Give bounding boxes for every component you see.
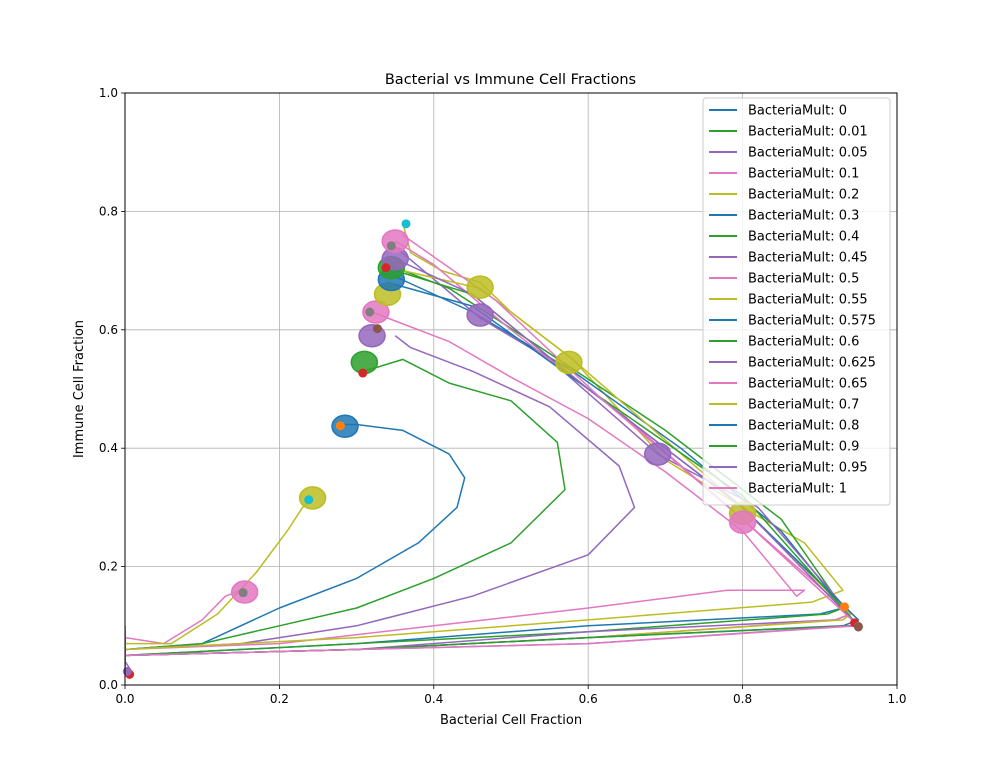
legend-label: BacteriaMult: 0.6 [748,335,859,350]
y-axis-ticks: 0.0 0.2 0.4 0.6 0.8 1.0 [99,86,125,692]
legend-label: BacteriaMult: 0.2 [748,188,859,203]
y-tick-label: 0.8 [99,204,118,218]
series-line-5 [125,423,466,651]
legend-label: BacteriaMult: 0.9 [748,440,859,455]
series-line-18 [125,234,860,657]
legend-label: BacteriaMult: 0.45 [748,251,868,266]
endpoint-marker-1 [304,495,314,505]
plot-frame [124,92,898,686]
series-line-3 [125,589,242,645]
legend-label: BacteriaMult: 0.95 [748,461,868,476]
cluster-13 [555,350,583,375]
legend-box [702,97,891,506]
legend-label: BacteriaMult: 0.4 [748,230,859,245]
series-layer [125,223,860,674]
legend-label: BacteriaMult: 0.1 [748,167,859,182]
endpoint-marker-6 [386,241,396,251]
x-tick-label: 0.8 [733,692,752,706]
legend-label: BacteriaMult: 0.65 [748,377,868,392]
legend-label: BacteriaMult: 0.55 [748,293,868,308]
y-tick-label: 0.2 [99,560,118,574]
cluster-layer [230,229,757,604]
chart-title: Bacterial vs Immune Cell Fractions [385,72,636,88]
cluster-2 [331,414,359,439]
series-line-4 [125,500,311,645]
y-tick-label: 0.0 [99,678,118,692]
endpoint-marker-2 [335,421,345,431]
endpoint-marker-8 [381,263,391,273]
cluster-11 [466,275,494,299]
y-tick-label: 0.6 [99,323,118,337]
legend-label: BacteriaMult: 0.625 [748,356,876,371]
legend-label: BacteriaMult: 0.575 [748,314,876,329]
series-line-12 [125,246,852,657]
endpoint-marker-5 [365,307,375,317]
cluster-5 [362,300,390,324]
legend-label: BacteriaMult: 1 [748,482,847,497]
cluster-14 [643,442,672,466]
endpoint-marker-3 [358,368,368,378]
y-tick-label: 0.4 [99,441,118,455]
y-axis-label: Immune Cell Fraction [72,320,87,458]
cluster-10 [381,229,409,253]
endpoint-marker-0 [238,588,248,598]
x-axis-ticks: 0.0 0.2 0.4 0.6 0.8 1.0 [115,685,907,706]
legend-label: BacteriaMult: 0.3 [748,209,859,224]
legend-label: BacteriaMult: 0.05 [748,146,868,161]
x-tick-label: 0.0 [115,692,134,706]
series-line-6 [125,358,566,651]
x-tick-label: 1.0 [887,692,906,706]
y-tick-label: 1.0 [99,86,118,100]
series-line-7 [125,335,636,651]
x-axis-label: Bacterial Cell Fraction [440,713,582,728]
legend-label: BacteriaMult: 0 [748,104,847,119]
x-tick-label: 0.2 [270,692,289,706]
endpoint-marker-4 [372,324,382,334]
x-tick-label: 0.6 [579,692,598,706]
x-tick-label: 0.4 [424,692,443,706]
endpoint-marker-11 [840,602,850,612]
endpoint-marker-7 [401,219,411,229]
legend: BacteriaMult: 0 BacteriaMult: 0.01 Bacteri… [702,97,891,506]
legend-label: BacteriaMult: 0.7 [748,398,859,413]
endpoint-marker-14 [853,622,863,632]
cluster-12 [466,303,494,327]
endpoint-marker-10 [122,666,132,676]
series-line-8 [125,311,806,651]
legend-label: BacteriaMult: 0.8 [748,419,859,434]
cluster-16 [728,510,757,534]
legend-label: BacteriaMult: 0.01 [748,125,868,140]
legend-label: BacteriaMult: 0.5 [748,272,859,287]
